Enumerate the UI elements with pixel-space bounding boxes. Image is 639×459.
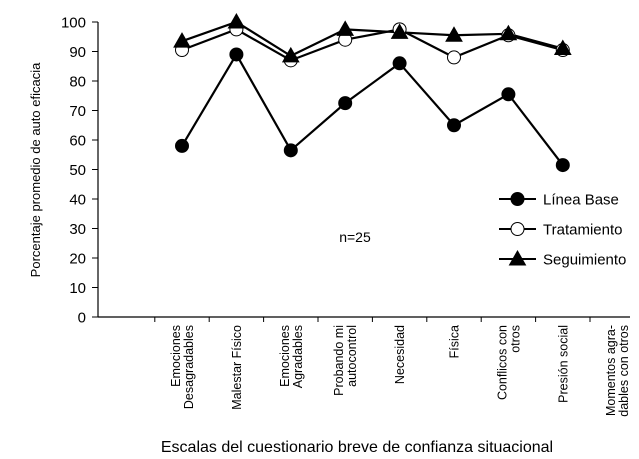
y-tick-label: 0 — [78, 310, 86, 327]
x-tick-label: Malestar Físico — [230, 325, 244, 410]
data-point — [499, 24, 518, 41]
x-tick-label-line: autocontrol — [345, 325, 359, 387]
series-line — [181, 20, 564, 58]
x-tick-label-line: Probando mi — [332, 325, 346, 396]
x-tick-label-line: Malestar Físico — [230, 325, 244, 410]
data-point — [229, 47, 244, 62]
y-tick-label: 50 — [69, 162, 86, 179]
series-line — [181, 52, 564, 166]
y-tick-label: 60 — [69, 133, 86, 150]
x-tick-label: Necesidad — [393, 325, 407, 384]
legend-marker — [510, 192, 525, 206]
data-point — [501, 87, 516, 102]
x-tick-label: Presión social — [556, 325, 570, 403]
x-tick-label-line: Agradables — [291, 325, 305, 388]
data-point — [338, 96, 353, 111]
axes — [97, 22, 630, 318]
data-point — [281, 46, 300, 63]
y-axis-ticks: 0 10 20 30 40 50 60 70 80 90 100 — [61, 15, 98, 327]
x-tick-label-line: dables con otros — [617, 325, 631, 417]
x-tick-label: Probando mi autocontrol — [332, 325, 359, 396]
data-point — [283, 143, 298, 158]
data-point — [227, 12, 246, 29]
x-tick-label-line: Emociones — [278, 325, 292, 387]
series-line — [181, 28, 564, 62]
y-tick-label: 10 — [69, 280, 86, 297]
x-tick-label-line: Presión social — [556, 325, 570, 403]
data-point — [553, 39, 572, 56]
y-tick-label: 100 — [61, 15, 86, 32]
x-tick-label-line: Física — [448, 325, 462, 358]
x-tick-label-line: Emociones — [169, 325, 183, 387]
x-tick-label: Emociones Agradables — [278, 325, 305, 388]
y-tick-label: 30 — [69, 221, 86, 238]
legend-item: Seguimiento — [499, 249, 626, 269]
data-point — [390, 23, 409, 39]
x-tick-label: Momentos agra-dables con otros — [604, 325, 631, 417]
data-point — [555, 158, 570, 173]
x-tick-label: Física — [448, 325, 462, 358]
data-point — [392, 56, 407, 71]
legend-label: Seguimiento — [543, 252, 626, 269]
data-point — [447, 118, 461, 133]
x-tick-label: Conflicos con otros — [495, 325, 522, 400]
data-point — [336, 20, 355, 36]
x-tick-label: Emociones Desagradables — [169, 325, 196, 409]
x-axis-title: Escalas del cuestionario breve de confia… — [161, 439, 553, 456]
y-tick-label: 70 — [69, 103, 86, 120]
x-tick-label-line: Necesidad — [393, 325, 407, 384]
sample-size-annotation: n=25 — [339, 229, 371, 245]
legend-item: Tratamiento — [499, 222, 622, 239]
y-axis-title: Porcentaje promedio de auto eficacia — [28, 62, 43, 277]
legend-marker — [510, 222, 525, 236]
y-tick-label: 40 — [69, 192, 86, 209]
legend-item: Línea Base — [499, 192, 619, 209]
y-tick-label: 90 — [69, 44, 86, 61]
legend-label: Tratamiento — [543, 222, 622, 239]
legend-marker — [508, 249, 527, 266]
x-tick-label-line: Conflicos con — [495, 325, 509, 400]
data-point — [447, 50, 461, 65]
y-tick-label: 20 — [69, 251, 86, 268]
series-layer — [173, 12, 572, 173]
x-tick-label-line: Momentos agra- — [604, 325, 618, 416]
legend-label: Línea Base — [543, 192, 619, 209]
x-tick-label-line: otros — [508, 325, 522, 353]
x-tick-label-line: Desagradables — [182, 325, 196, 409]
data-point — [173, 32, 191, 48]
x-axis-ticks: Emociones Desagradables Malestar Físico Emo… — [154, 317, 631, 417]
data-point — [175, 138, 189, 153]
legend: Línea Base Tratamiento Seguimiento — [499, 192, 626, 269]
data-point — [445, 26, 463, 42]
y-tick-label: 80 — [69, 74, 86, 91]
